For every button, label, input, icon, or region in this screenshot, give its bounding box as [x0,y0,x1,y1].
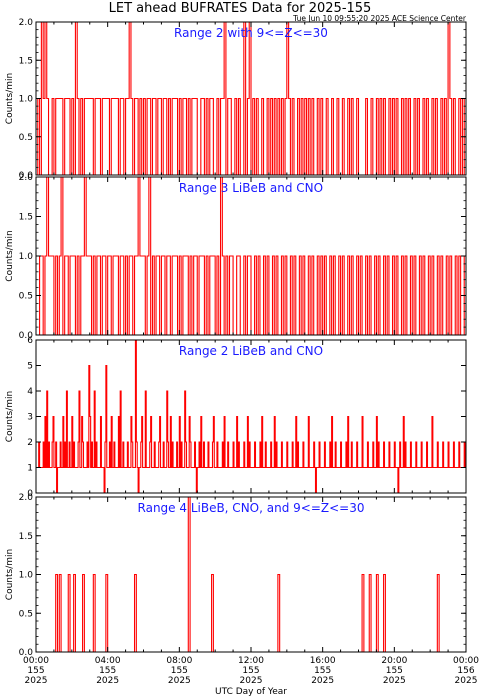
y-axis-title: Counts/min [5,391,15,442]
y-tick-label: 5 [27,362,33,372]
x-axis-title: UTC Day of Year [215,687,287,697]
x-tick-time: 08:00 [166,656,192,666]
panel-1: 0.0 0.5 1.0 1.5 2.0 Counts/min Range 2 with 9<… [5,18,467,181]
panels: 0.0 0.5 1.0 1.5 2.0 Counts/min Range 2 with 9<… [5,18,467,658]
y-tick-label: 2.0 [19,18,34,28]
x-tick-time: 20:00 [381,656,407,666]
x-tick-time: 12:00 [238,656,264,666]
y-tick-label: 0.0 [19,648,34,658]
y-tick-label: 0.0 [19,171,34,181]
y-tick-label: 1.5 [19,532,33,542]
x-tick-doy: 155 [386,666,403,676]
y-axis-title: Counts/min [5,549,15,600]
y-tick-label: 4 [27,387,33,397]
y-tick-label: 1.0 [19,571,34,581]
x-tick-year: 2025 [240,676,263,686]
y-tick-label: 1.0 [19,95,34,105]
panel-label: Range 3 LiBeB and CNO [179,181,323,195]
y-tick-label: 6 [27,336,33,346]
y-tick-label: 0.5 [19,292,33,302]
y-tick-label: 0 [27,489,33,499]
panel-3: 0 1 2 3 4 5 6 Counts/min Range 2 LiBeB and CNO [5,336,467,499]
series-line [36,496,466,653]
y-tick-label: 0.0 [19,331,34,341]
y-axis-title: Counts/min [5,73,15,124]
y-tick-label: 1 [27,464,33,474]
y-tick-label: 2 [27,438,33,448]
figure-title: LET ahead BUFRATES Data for 2025-155 [109,1,372,16]
x-tick-doy: 155 [27,666,44,676]
panel-label: Range 2 LiBeB and CNO [179,344,323,358]
x-axis-labels: 00:00155202504:00155202508:00155202512:0… [23,656,479,686]
x-tick-year: 2025 [168,676,191,686]
x-tick-doy: 156 [457,666,474,676]
x-tick-year: 2025 [455,676,478,686]
x-tick-time: 00:00 [453,656,479,666]
generation-timestamp: Tue Jun 10 09:55:20 2025 ACE Science Cen… [292,14,467,23]
x-tick-year: 2025 [96,676,119,686]
x-tick-doy: 155 [314,666,331,676]
y-tick-label: 0.5 [19,609,33,619]
panel-4: 0.0 0.5 1.0 1.5 2.0 Counts/min Range 4 LiBeB, … [5,493,467,658]
x-tick-time: 04:00 [95,656,121,666]
y-axis-title: Counts/min [5,230,15,281]
panel-label: Range 2 with 9<=Z<=30 [174,26,328,40]
y-tick-label: 2.0 [19,173,34,183]
x-tick-doy: 155 [171,666,188,676]
series-line [36,339,466,494]
y-tick-label: 3 [27,413,33,423]
y-tick-label: 0.5 [19,133,33,143]
series-line [36,176,466,336]
panel-2: 0.0 0.5 1.0 1.5 2.0 Counts/min Range 3 LiBeB a… [5,173,467,341]
x-tick-doy: 155 [242,666,259,676]
x-tick-year: 2025 [383,676,406,686]
x-tick-year: 2025 [311,676,334,686]
x-tick-time: 16:00 [310,656,336,666]
y-tick-label: 2.0 [19,493,34,503]
panel-frame [35,496,467,653]
y-tick-label: 1.0 [19,252,34,262]
panel-label: Range 4 LiBeB, CNO, and 9<=Z<=30 [138,501,365,515]
y-tick-label: 1.5 [19,213,33,223]
y-tick-label: 1.5 [19,56,33,66]
series-line [36,21,466,176]
x-tick-doy: 155 [99,666,116,676]
x-tick-time: 00:00 [23,656,49,666]
x-tick-year: 2025 [25,676,48,686]
